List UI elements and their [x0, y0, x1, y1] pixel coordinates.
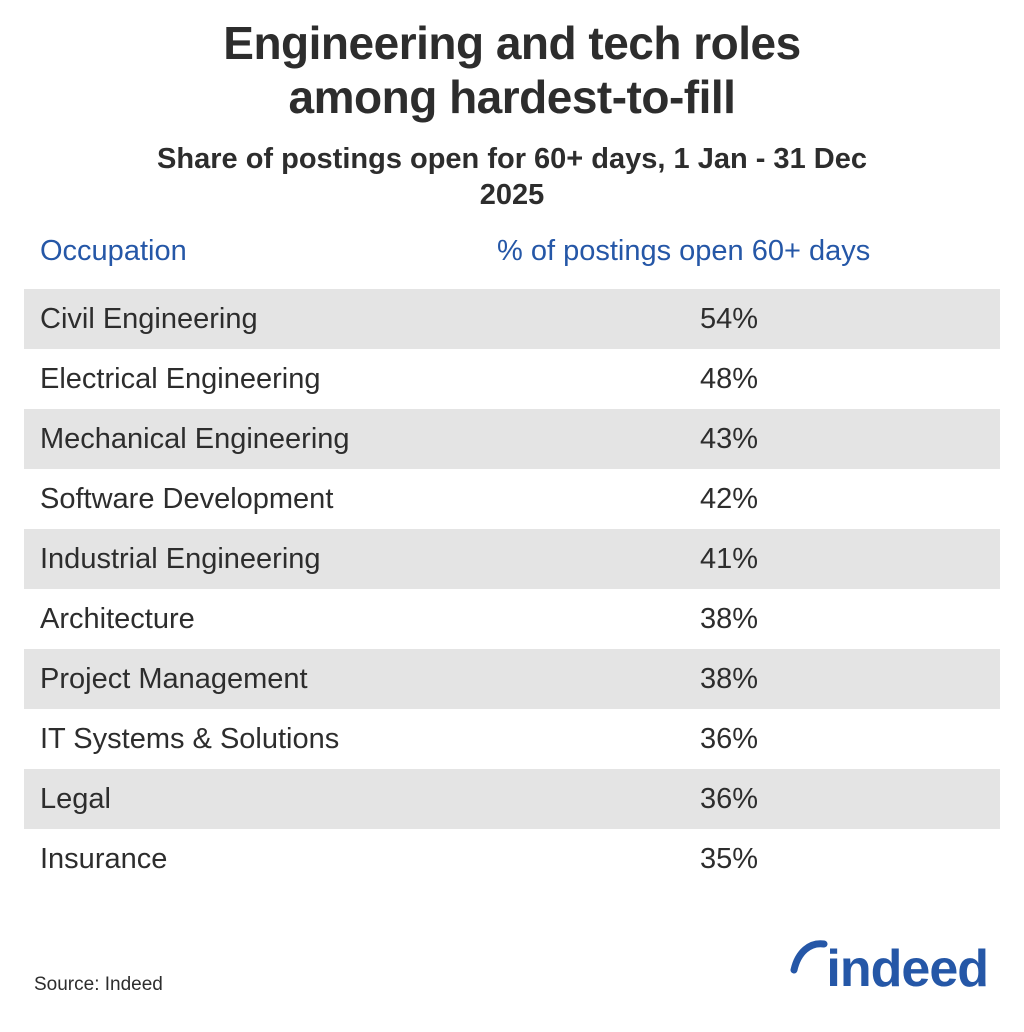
occupation-cell: Industrial Engineering: [40, 542, 321, 575]
chart-subtitle-line1: Share of postings open for 60+ days, 1 J…: [157, 142, 867, 175]
value-cell: 35%: [700, 842, 759, 875]
value-cell: 42%: [700, 482, 759, 515]
occupation-cell: Legal: [40, 782, 111, 815]
page-title: Engineering and tech roles among hardest…: [0, 16, 1024, 125]
table-row: Industrial Engineering 41%: [24, 529, 1000, 590]
value-cell: 38%: [700, 662, 759, 695]
table-row: Software Development 42%: [24, 469, 1000, 530]
value-cell: 48%: [700, 362, 759, 395]
table-row: Project Management 38%: [24, 649, 1000, 710]
occupation-cell: Mechanical Engineering: [40, 422, 350, 455]
occupation-cell: Software Development: [40, 482, 334, 515]
table-row: Legal 36%: [24, 769, 1000, 830]
table-row: Electrical Engineering 48%: [24, 349, 1000, 410]
value-cell: 41%: [700, 542, 759, 575]
table-row: Architecture 38%: [24, 589, 1000, 650]
source-note: Source: Indeed: [34, 974, 163, 995]
table-row: IT Systems & Solutions 36%: [24, 709, 1000, 770]
table-row: Mechanical Engineering 43%: [24, 409, 1000, 470]
data-table: Civil Engineering 54% Electrical Enginee…: [24, 289, 1000, 890]
value-cell: 43%: [700, 422, 759, 455]
value-cell: 54%: [700, 302, 759, 335]
table-row: Insurance 35%: [24, 829, 1000, 890]
value-cell: 36%: [700, 722, 759, 755]
indeed-swoosh-icon: [790, 940, 830, 991]
table-header-row: Occupation % of postings open 60+ days: [0, 235, 1024, 281]
occupation-cell: IT Systems & Solutions: [40, 722, 340, 755]
occupation-cell: Project Management: [40, 662, 308, 695]
indeed-logo: indeed: [790, 940, 989, 998]
table-row: Civil Engineering 54%: [24, 289, 1000, 350]
page-title-line1: Engineering and tech roles: [223, 17, 801, 69]
occupation-cell: Civil Engineering: [40, 302, 258, 335]
column-header-share: % of postings open 60+ days: [497, 235, 871, 268]
value-cell: 36%: [700, 782, 759, 815]
page-title-line2: among hardest-to-fill: [288, 71, 736, 124]
value-cell: 38%: [700, 602, 759, 635]
occupation-cell: Electrical Engineering: [40, 362, 321, 395]
chart-subtitle: Share of postings open for 60+ days, 1 J…: [0, 141, 1024, 214]
occupation-cell: Insurance: [40, 842, 168, 875]
indeed-logo-text: indeed: [826, 940, 989, 998]
chart-subtitle-line2: 2025: [479, 178, 545, 211]
occupation-cell: Architecture: [40, 602, 195, 635]
column-header-occupation: Occupation: [40, 235, 187, 268]
